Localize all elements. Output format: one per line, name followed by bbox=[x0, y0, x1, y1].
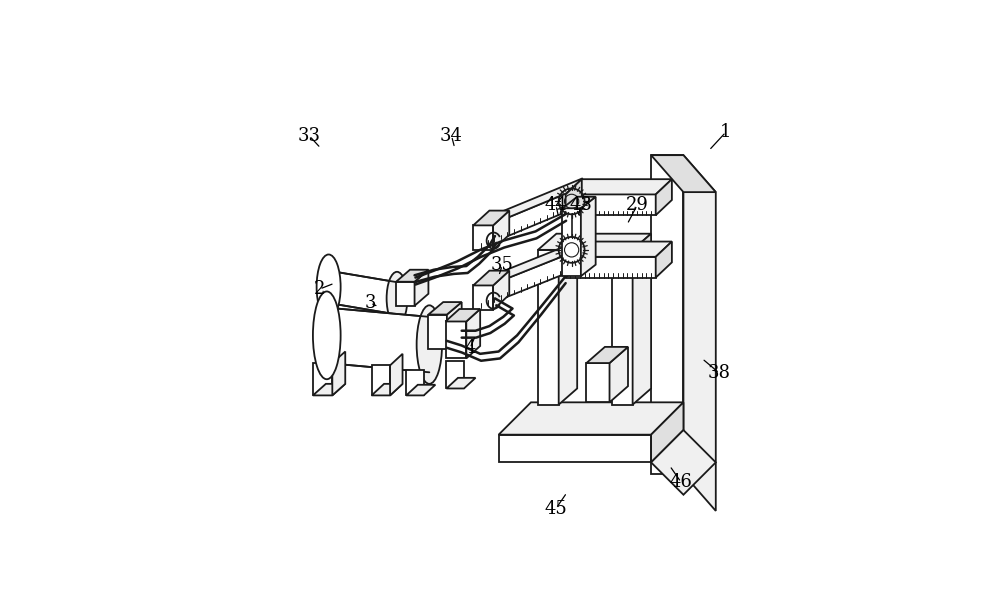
Polygon shape bbox=[428, 314, 447, 349]
Polygon shape bbox=[633, 233, 651, 268]
Polygon shape bbox=[480, 239, 583, 289]
Polygon shape bbox=[612, 250, 651, 266]
Polygon shape bbox=[566, 242, 582, 278]
Polygon shape bbox=[406, 385, 435, 395]
Polygon shape bbox=[396, 282, 415, 306]
Polygon shape bbox=[566, 179, 672, 194]
Polygon shape bbox=[566, 242, 672, 257]
Polygon shape bbox=[562, 197, 596, 208]
Polygon shape bbox=[499, 403, 683, 434]
Text: 46: 46 bbox=[670, 473, 693, 491]
Polygon shape bbox=[415, 270, 428, 306]
Polygon shape bbox=[447, 302, 462, 349]
Polygon shape bbox=[538, 233, 651, 250]
Polygon shape bbox=[428, 302, 462, 314]
Polygon shape bbox=[313, 363, 332, 395]
Polygon shape bbox=[538, 250, 577, 266]
Polygon shape bbox=[581, 197, 596, 276]
Text: 35: 35 bbox=[491, 256, 514, 274]
Polygon shape bbox=[562, 208, 581, 276]
Text: 1: 1 bbox=[720, 123, 732, 141]
Polygon shape bbox=[566, 257, 656, 278]
Polygon shape bbox=[559, 250, 577, 404]
Text: 2: 2 bbox=[314, 280, 325, 298]
Polygon shape bbox=[651, 430, 716, 495]
Polygon shape bbox=[612, 266, 633, 404]
Polygon shape bbox=[586, 347, 628, 363]
Polygon shape bbox=[493, 271, 509, 310]
Ellipse shape bbox=[317, 254, 341, 319]
Ellipse shape bbox=[417, 305, 442, 384]
Polygon shape bbox=[480, 193, 567, 248]
Polygon shape bbox=[446, 322, 466, 358]
Polygon shape bbox=[327, 308, 429, 372]
Polygon shape bbox=[473, 226, 493, 250]
Text: 45: 45 bbox=[545, 500, 567, 518]
Polygon shape bbox=[329, 271, 397, 314]
Polygon shape bbox=[466, 309, 480, 358]
Polygon shape bbox=[493, 211, 509, 250]
Polygon shape bbox=[372, 384, 403, 395]
Polygon shape bbox=[446, 378, 476, 388]
Polygon shape bbox=[610, 347, 628, 403]
Polygon shape bbox=[586, 363, 610, 403]
Ellipse shape bbox=[387, 272, 407, 325]
Polygon shape bbox=[651, 155, 683, 474]
Polygon shape bbox=[566, 194, 656, 215]
Polygon shape bbox=[313, 384, 345, 395]
Polygon shape bbox=[633, 250, 651, 404]
Text: 34: 34 bbox=[440, 127, 463, 145]
Polygon shape bbox=[396, 270, 428, 282]
Polygon shape bbox=[372, 365, 390, 395]
Text: 44: 44 bbox=[545, 196, 567, 214]
Polygon shape bbox=[473, 271, 509, 286]
Polygon shape bbox=[538, 266, 559, 404]
Text: 3: 3 bbox=[364, 294, 376, 312]
Polygon shape bbox=[446, 309, 480, 322]
Polygon shape bbox=[683, 155, 716, 511]
Polygon shape bbox=[480, 254, 567, 308]
Polygon shape bbox=[499, 434, 651, 463]
Text: 38: 38 bbox=[708, 364, 731, 382]
Polygon shape bbox=[473, 286, 493, 310]
Polygon shape bbox=[473, 211, 509, 226]
Polygon shape bbox=[390, 354, 403, 395]
Text: 4: 4 bbox=[464, 339, 476, 357]
Polygon shape bbox=[538, 250, 633, 268]
Polygon shape bbox=[566, 179, 582, 215]
Polygon shape bbox=[480, 178, 583, 229]
Polygon shape bbox=[406, 370, 424, 395]
Polygon shape bbox=[651, 155, 716, 192]
Text: 33: 33 bbox=[298, 127, 321, 145]
Polygon shape bbox=[651, 403, 683, 463]
Polygon shape bbox=[332, 352, 345, 395]
Polygon shape bbox=[656, 242, 672, 278]
Text: 43: 43 bbox=[569, 196, 592, 214]
Polygon shape bbox=[656, 179, 672, 215]
Ellipse shape bbox=[313, 292, 341, 379]
Text: 29: 29 bbox=[626, 196, 649, 214]
Polygon shape bbox=[446, 361, 464, 388]
